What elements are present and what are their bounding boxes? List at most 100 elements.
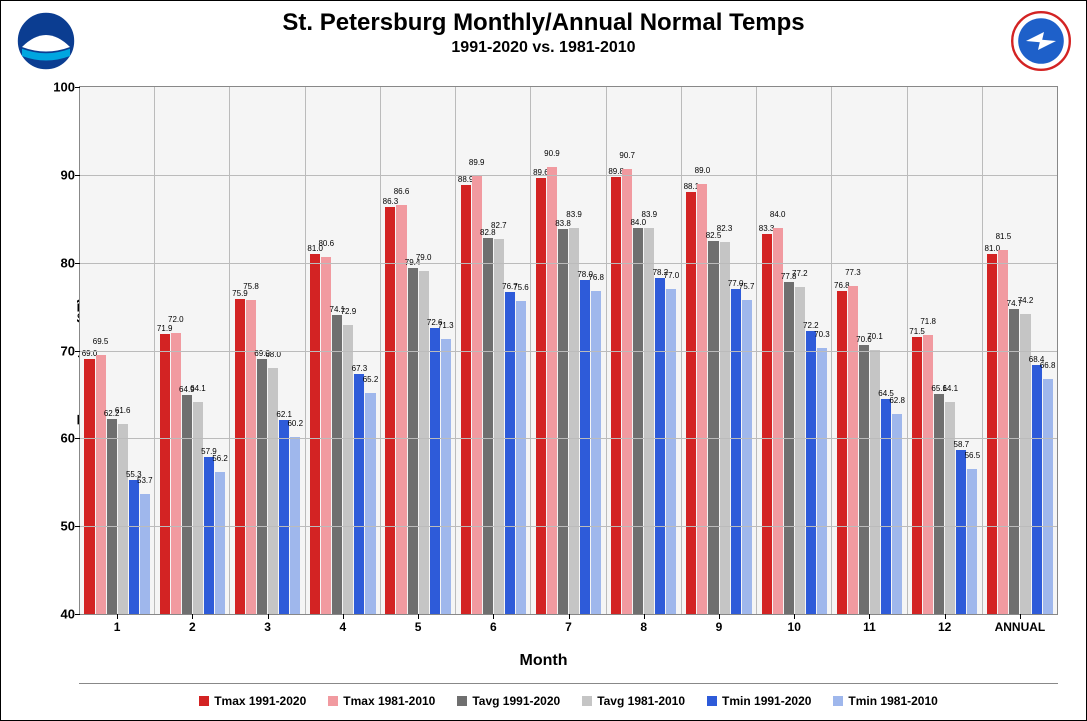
bar: 61.6: [118, 424, 128, 614]
x-tick-mark: [794, 614, 795, 619]
bar-value-label: 77.3: [845, 268, 861, 277]
bar: 88.9: [461, 185, 471, 615]
chart-subtitle: 1991-2020 vs. 1981-2010: [1, 39, 1086, 57]
bar: 83.9: [644, 228, 654, 614]
legend-label: Tmax 1991-2020: [214, 694, 306, 708]
y-tick-label: 90: [45, 167, 75, 182]
chart-container: St. Petersburg Monthly/Annual Normal Tem…: [0, 0, 1087, 721]
bar-value-label: 62.8: [889, 396, 905, 405]
bar-value-label: 76.8: [588, 273, 604, 282]
x-category-label: 4: [339, 620, 346, 634]
legend-swatch: [582, 696, 592, 706]
legend: Tmax 1991-2020 Tmax 1981-2010 Tavg 1991-20…: [79, 683, 1058, 708]
bar-value-label: 75.7: [739, 282, 755, 291]
bar: 65.2: [365, 393, 375, 614]
bar-value-label: 79.0: [416, 253, 432, 262]
bar: 75.7: [742, 300, 752, 614]
bar: 81.0: [987, 254, 997, 614]
x-tick-mark: [493, 614, 494, 619]
x-tick-mark: [1020, 614, 1021, 619]
bar-value-label: 65.2: [363, 375, 379, 384]
bar: 82.7: [494, 239, 504, 614]
y-tick-mark: [75, 87, 80, 88]
x-tick-mark: [192, 614, 193, 619]
bar-value-label: 82.7: [491, 221, 507, 230]
bar: 53.7: [140, 494, 150, 614]
bar: 84.0: [633, 228, 643, 614]
bar-value-label: 64.1: [942, 384, 958, 393]
x-category-label: ANNUAL: [995, 620, 1046, 634]
bar: 77.0: [731, 289, 741, 614]
x-tick-mark: [719, 614, 720, 619]
bar: 64.5: [881, 399, 891, 614]
bar: 56.5: [967, 469, 977, 614]
bar: 71.8: [923, 335, 933, 614]
y-tick-label: 100: [45, 80, 75, 95]
plot-area: 69.069.562.261.655.353.7171.972.064.964.…: [79, 86, 1058, 615]
bar: 75.6: [516, 301, 526, 614]
bar: 62.1: [279, 420, 289, 614]
bar: 88.1: [686, 192, 696, 614]
bar: 65.1: [934, 394, 944, 614]
y-tick-mark: [75, 175, 80, 176]
legend-label: Tavg 1991-2020: [472, 694, 560, 708]
bar: 76.8: [837, 291, 847, 614]
y-tick-label: 70: [45, 343, 75, 358]
bar-value-label: 72.2: [803, 321, 819, 330]
bar-value-label: 72.0: [168, 315, 184, 324]
x-tick-mark: [418, 614, 419, 619]
bar: 83.8: [558, 229, 568, 614]
y-tick-mark: [75, 438, 80, 439]
bar-value-label: 67.3: [352, 364, 368, 373]
x-tick-mark: [117, 614, 118, 619]
bar-value-label: 61.6: [115, 406, 131, 415]
x-category-label: 8: [640, 620, 647, 634]
x-category-label: 6: [490, 620, 497, 634]
y-tick-mark: [75, 263, 80, 264]
bar-value-label: 81.5: [996, 232, 1012, 241]
bar: 57.9: [204, 457, 214, 614]
bar: 86.3: [385, 207, 395, 614]
bar: 71.9: [160, 334, 170, 614]
x-axis-title: Month: [520, 652, 568, 670]
bar-value-label: 60.2: [287, 419, 303, 428]
bar: 76.7: [505, 292, 515, 614]
bar-value-label: 83.9: [642, 210, 658, 219]
bar-value-label: 56.5: [965, 451, 981, 460]
bar: 68.0: [268, 368, 278, 614]
bar-value-label: 62.1: [276, 410, 292, 419]
chart-title: St. Petersburg Monthly/Annual Normal Tem…: [1, 9, 1086, 37]
bar: 62.8: [892, 414, 902, 614]
legend-label: Tmax 1981-2010: [343, 694, 435, 708]
bar: 74.1: [332, 315, 342, 615]
bar: 82.5: [708, 241, 718, 614]
x-tick-mark: [343, 614, 344, 619]
legend-swatch: [707, 696, 717, 706]
bar: 74.7: [1009, 309, 1019, 614]
bar-value-label: 74.2: [1018, 296, 1034, 305]
legend-item: Tavg 1981-2010: [582, 694, 685, 708]
bar-value-label: 72.9: [341, 307, 357, 316]
x-tick-mark: [569, 614, 570, 619]
bar-value-label: 89.9: [469, 158, 485, 167]
bar-value-label: 90.9: [544, 149, 560, 158]
legend-item: Tmax 1981-2010: [328, 694, 435, 708]
bar: 71.3: [441, 339, 451, 614]
bar: 69.5: [96, 355, 106, 614]
bar: 56.2: [215, 472, 225, 614]
bar: 89.9: [472, 176, 482, 614]
bar: 55.3: [129, 480, 139, 614]
bar: 58.7: [956, 450, 966, 614]
legend-item: Tavg 1991-2020: [457, 694, 560, 708]
bar: 64.1: [193, 402, 203, 614]
bar-value-label: 69.5: [93, 337, 109, 346]
x-category-label: 2: [189, 620, 196, 634]
bar-value-label: 83.8: [555, 219, 571, 228]
bar: 82.3: [720, 242, 730, 614]
bar: 70.6: [859, 345, 869, 614]
bar: 66.8: [1043, 379, 1053, 614]
bar-value-label: 86.6: [394, 187, 410, 196]
x-tick-mark: [644, 614, 645, 619]
bar-value-label: 66.8: [1040, 361, 1056, 370]
chart-titles: St. Petersburg Monthly/Annual Normal Tem…: [1, 1, 1086, 57]
